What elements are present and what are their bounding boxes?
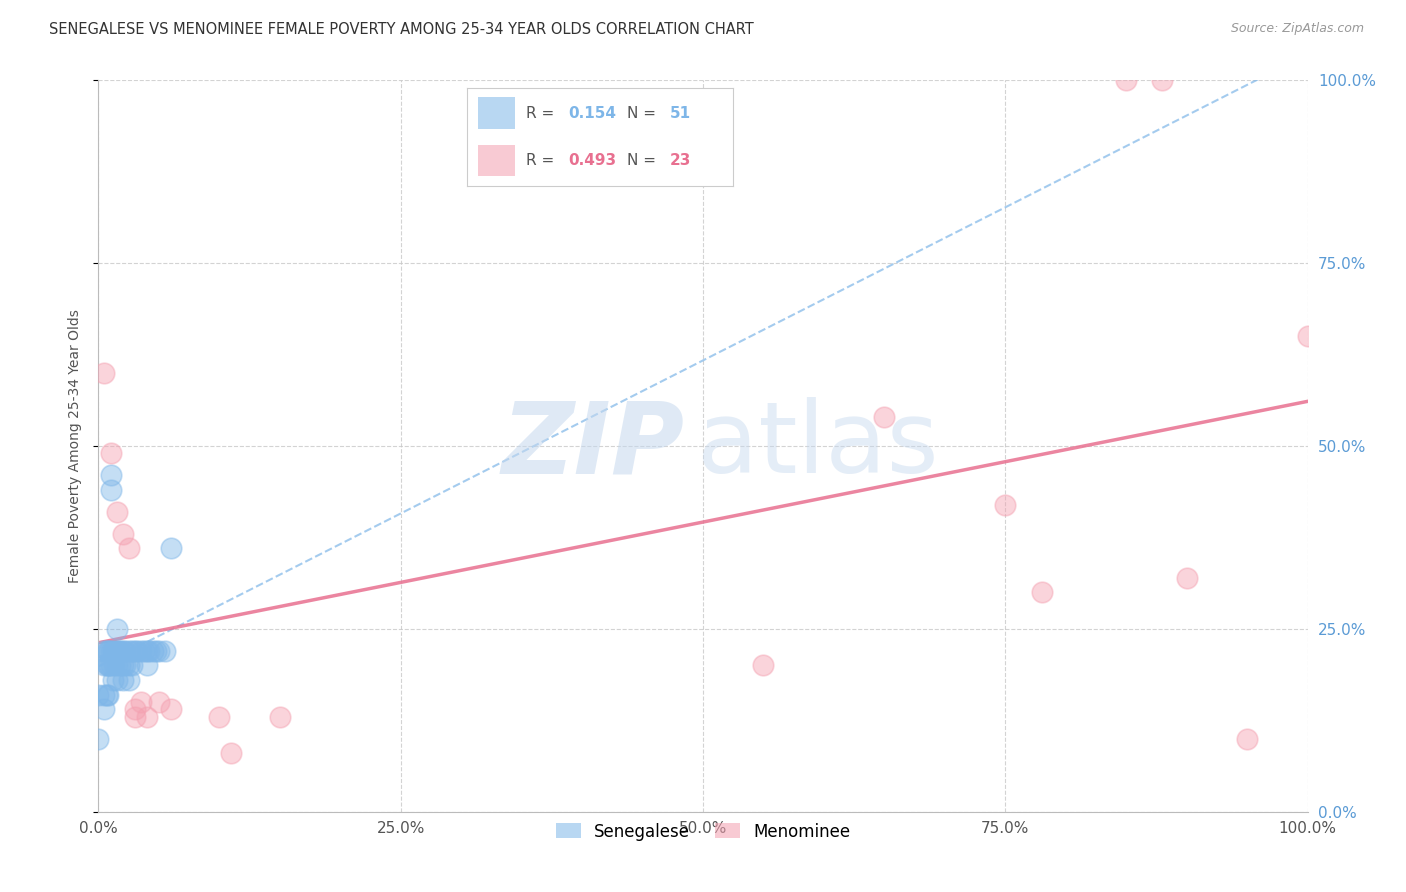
Point — [129, 695, 152, 709]
Point — [87, 731, 110, 746]
Point — [114, 658, 136, 673]
Point — [100, 658, 122, 673]
Point — [118, 644, 141, 658]
Point — [269, 709, 291, 723]
Point — [118, 658, 141, 673]
Point — [105, 622, 128, 636]
Point — [208, 709, 231, 723]
Point — [108, 658, 131, 673]
Point — [160, 702, 183, 716]
Point — [97, 658, 120, 673]
Text: SENEGALESE VS MENOMINEE FEMALE POVERTY AMONG 25-34 YEAR OLDS CORRELATION CHART: SENEGALESE VS MENOMINEE FEMALE POVERTY A… — [49, 22, 754, 37]
Point — [121, 658, 143, 673]
Point — [135, 644, 157, 658]
Point — [101, 644, 124, 658]
Point — [145, 644, 167, 658]
Point — [111, 673, 134, 687]
Point — [98, 658, 121, 673]
Point — [221, 746, 243, 760]
Point — [121, 644, 143, 658]
Point — [148, 644, 170, 658]
Point — [108, 644, 131, 658]
Point — [97, 644, 120, 658]
Point — [96, 644, 118, 658]
Text: ZIP: ZIP — [502, 398, 685, 494]
Point — [1175, 571, 1198, 585]
Point — [105, 505, 128, 519]
Point — [148, 695, 170, 709]
Point — [100, 468, 122, 483]
Point — [111, 644, 134, 658]
Point — [93, 366, 115, 380]
Point — [105, 658, 128, 673]
Legend: Senegalese, Menominee: Senegalese, Menominee — [548, 816, 858, 847]
Point — [93, 688, 115, 702]
Point — [101, 673, 124, 687]
Text: atlas: atlas — [697, 398, 939, 494]
Point — [93, 702, 115, 716]
Point — [1152, 73, 1174, 87]
Point — [124, 709, 146, 723]
Point — [1115, 73, 1137, 87]
Point — [105, 644, 128, 658]
Point — [103, 644, 125, 658]
Point — [93, 658, 115, 673]
Point — [1296, 329, 1319, 343]
Point — [105, 673, 128, 687]
Point — [108, 644, 131, 658]
Point — [138, 644, 160, 658]
Point — [103, 658, 125, 673]
Point — [873, 409, 896, 424]
Point — [96, 658, 118, 673]
Point — [752, 658, 775, 673]
Point — [118, 673, 141, 687]
Point — [1031, 585, 1053, 599]
Point — [153, 644, 176, 658]
Point — [129, 644, 152, 658]
Point — [160, 541, 183, 556]
Point — [100, 483, 122, 497]
Point — [100, 446, 122, 460]
Point — [100, 644, 122, 658]
Point — [118, 541, 141, 556]
Text: Source: ZipAtlas.com: Source: ZipAtlas.com — [1230, 22, 1364, 36]
Point — [142, 644, 165, 658]
Point — [87, 688, 110, 702]
Point — [124, 644, 146, 658]
Point — [135, 709, 157, 723]
Y-axis label: Female Poverty Among 25-34 Year Olds: Female Poverty Among 25-34 Year Olds — [69, 309, 83, 583]
Point — [97, 688, 120, 702]
Point — [111, 526, 134, 541]
Point — [1236, 731, 1258, 746]
Point — [114, 644, 136, 658]
Point — [134, 644, 156, 658]
Point — [96, 688, 118, 702]
Point — [98, 644, 121, 658]
Point — [135, 658, 157, 673]
Point — [93, 644, 115, 658]
Point — [111, 658, 134, 673]
Point — [124, 702, 146, 716]
Point — [994, 498, 1017, 512]
Point — [127, 644, 149, 658]
